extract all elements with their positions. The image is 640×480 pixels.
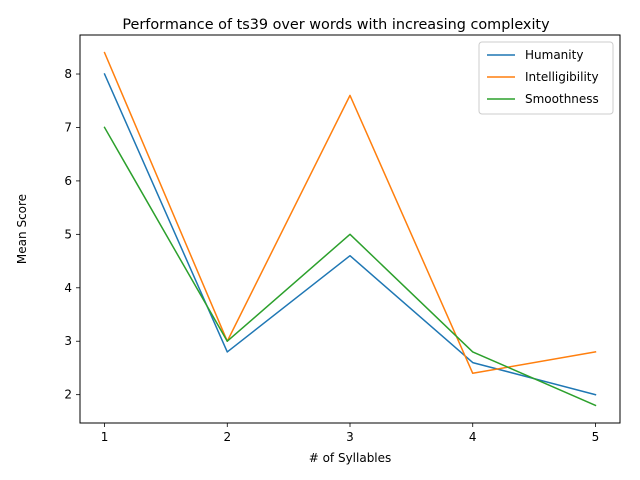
y-tick-label: 2 xyxy=(64,388,72,402)
legend: Humanity Intelligibility Smoothness xyxy=(478,41,614,115)
axes: 1 2 3 4 5 2 3 4 5 6 7 8 xyxy=(64,67,599,444)
y-tick-label: 7 xyxy=(64,120,72,134)
legend-label: Humanity xyxy=(525,48,583,62)
x-axis-label: # of Syllables xyxy=(309,451,392,465)
y-tick-label: 8 xyxy=(64,67,72,81)
x-tick-label: 1 xyxy=(101,430,109,444)
x-tick-label: 5 xyxy=(592,430,600,444)
x-tick-label: 3 xyxy=(346,430,354,444)
y-tick-label: 6 xyxy=(64,174,72,188)
legend-box xyxy=(478,41,614,115)
x-tick-label: 2 xyxy=(223,430,231,444)
chart-title: Performance of ts39 over words with incr… xyxy=(122,17,550,33)
y-tick-label: 4 xyxy=(64,281,72,295)
legend-label: Intelligibility xyxy=(525,70,599,84)
series-line-humanity xyxy=(103,73,597,396)
legend-label: Smoothness xyxy=(525,92,599,106)
plot-area xyxy=(103,51,597,407)
y-tick-label: 5 xyxy=(64,227,72,241)
x-tick-label: 4 xyxy=(469,430,477,444)
series-line-smoothness xyxy=(103,126,597,407)
y-axis-label: Mean Score xyxy=(15,194,29,264)
y-tick-label: 3 xyxy=(64,334,72,348)
series-line-intelligibility xyxy=(103,51,597,375)
